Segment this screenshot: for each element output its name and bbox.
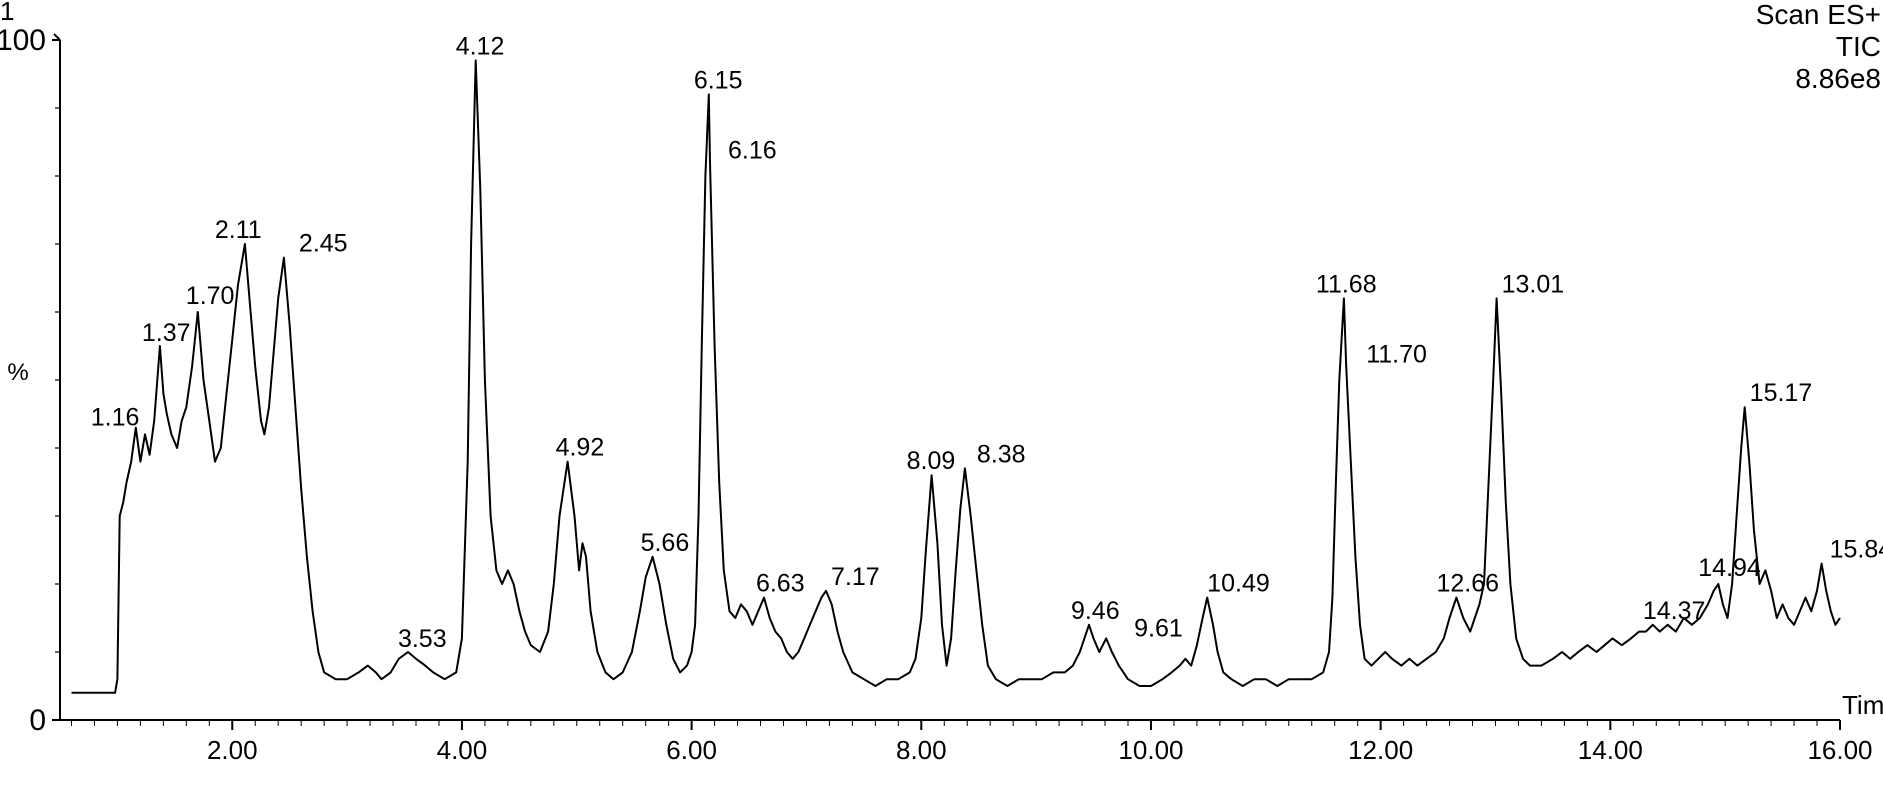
svg-text:15.17: 15.17: [1750, 379, 1813, 407]
svg-text:14.37: 14.37: [1643, 597, 1706, 625]
svg-text:9.61: 9.61: [1134, 614, 1183, 642]
svg-text:100: 100: [0, 24, 46, 57]
svg-text:2.11: 2.11: [215, 216, 262, 244]
svg-text:4.00: 4.00: [437, 735, 488, 765]
svg-text:1.37: 1.37: [142, 319, 191, 347]
svg-text:4.12: 4.12: [456, 32, 505, 60]
svg-text:0: 0: [29, 704, 46, 737]
svg-text:1.16: 1.16: [91, 404, 140, 432]
svg-text:11.70: 11.70: [1366, 340, 1427, 368]
svg-text:12.00: 12.00: [1348, 735, 1413, 765]
svg-text:2.45: 2.45: [299, 230, 348, 258]
svg-text:16.00: 16.00: [1807, 735, 1872, 765]
svg-text:14.94: 14.94: [1698, 554, 1761, 582]
svg-text:4.92: 4.92: [556, 434, 605, 462]
svg-text:8.38: 8.38: [977, 440, 1026, 468]
svg-text:13.01: 13.01: [1502, 270, 1565, 298]
svg-text:14.00: 14.00: [1578, 735, 1643, 765]
svg-text:3.53: 3.53: [398, 625, 447, 653]
svg-text:6.15: 6.15: [694, 66, 743, 94]
svg-text:6.00: 6.00: [666, 735, 717, 765]
svg-text:Scan ES+: Scan ES+: [1756, 0, 1881, 30]
svg-text:10.49: 10.49: [1207, 570, 1270, 598]
svg-text:5.66: 5.66: [641, 529, 690, 557]
svg-text:%: %: [7, 359, 28, 386]
svg-text:10.00: 10.00: [1118, 735, 1183, 765]
svg-text:6.16: 6.16: [728, 136, 777, 164]
chromatogram-svg: 0 100% 2.00 4.00 6.00 8.00 10.00 12.00 14.00 16.0…: [0, 0, 1883, 787]
svg-text:1: 1: [0, 0, 14, 26]
svg-text:11.68: 11.68: [1316, 270, 1377, 298]
svg-text:TIC: TIC: [1836, 31, 1881, 62]
chromatogram-chart: 0 100% 2.00 4.00 6.00 8.00 10.00 12.00 14.00 16.0…: [0, 0, 1883, 787]
svg-text:Time: Time: [1842, 690, 1883, 720]
svg-text:6.63: 6.63: [756, 570, 805, 598]
svg-text:12.66: 12.66: [1436, 570, 1499, 598]
svg-text:2.00: 2.00: [207, 735, 258, 765]
svg-text:15.84: 15.84: [1830, 536, 1883, 564]
svg-text:9.46: 9.46: [1071, 597, 1120, 625]
svg-text:8.00: 8.00: [896, 735, 947, 765]
svg-text:1.70: 1.70: [186, 282, 235, 310]
svg-text:8.86e8: 8.86e8: [1795, 63, 1881, 94]
svg-text:8.09: 8.09: [907, 447, 956, 475]
svg-text:7.17: 7.17: [831, 563, 880, 591]
